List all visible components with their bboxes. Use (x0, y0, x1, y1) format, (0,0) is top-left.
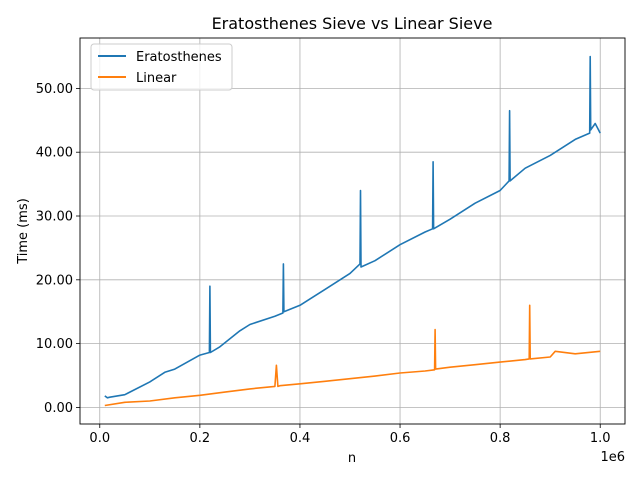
x-ticks: 0.0 0.2 0.4 0.6 0.8 1.0 (89, 424, 611, 446)
legend-box (90, 43, 233, 91)
y-ticks: 0.00 10.00 20.00 30.00 40.00 50.00 (36, 82, 80, 416)
y-tick-label: 50.00 (36, 82, 73, 97)
x-tick-label: 0.2 (190, 431, 211, 446)
y-tick-label: 20.00 (36, 273, 73, 288)
y-tick-label: 40.00 (36, 146, 73, 161)
x-tick-label: 0.4 (290, 431, 311, 446)
y-tick-label: 30.00 (36, 210, 73, 225)
chart-title: Eratosthenes Sieve vs Linear Sieve (212, 14, 493, 33)
y-tick-label: 0.00 (44, 401, 73, 416)
x-offset-label: 1e6 (600, 450, 625, 465)
x-tick-label: 1.0 (590, 431, 611, 446)
series-lines (104, 55, 601, 407)
grid (80, 38, 625, 424)
legend: Eratosthenes Linear (90, 43, 233, 91)
legend-label-eratosthenes: Eratosthenes (136, 50, 222, 65)
plot-frame (79, 37, 626, 425)
x-tick-label: 0.8 (490, 431, 511, 446)
x-tick-label: 0.0 (89, 431, 110, 446)
x-tick-label: 0.6 (390, 431, 411, 446)
legend-label-linear: Linear (136, 71, 177, 86)
y-tick-label: 10.00 (36, 337, 73, 352)
series-line-linear (104, 304, 601, 407)
x-axis-label: n (348, 451, 356, 466)
series-line-eratosthenes (104, 55, 601, 399)
y-axis-label: Time (ms) (16, 198, 31, 265)
